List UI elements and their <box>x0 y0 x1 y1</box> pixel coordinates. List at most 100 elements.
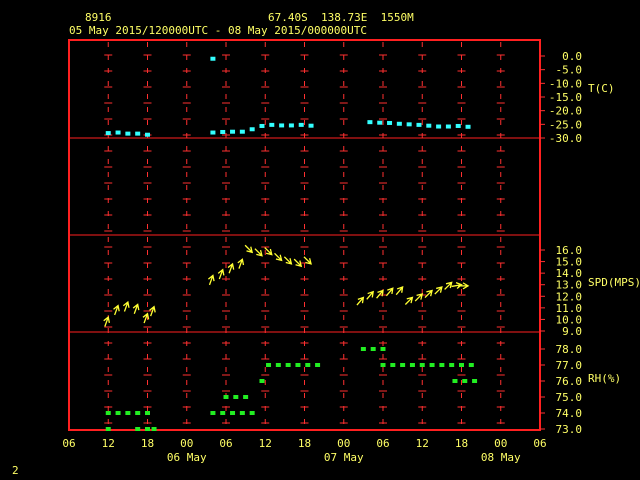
rh-point <box>145 411 150 415</box>
y-tick-label: 9.0 <box>562 325 582 338</box>
wind-arrow <box>207 274 215 286</box>
rh-point <box>295 363 301 367</box>
wind-arrow <box>414 293 424 302</box>
temperature-point <box>249 127 255 132</box>
x-tick-label: 18 <box>455 437 468 450</box>
x-tick-label: 06 <box>376 437 389 450</box>
y-tick-label: 11.0 <box>556 302 583 315</box>
x-tick-label: 00 <box>494 437 507 450</box>
wind-arrow <box>149 305 156 317</box>
y-tick-label: -30.0 <box>549 132 582 145</box>
temperature-point <box>210 130 216 135</box>
chart-header: 8916 67.40S 138.73E 1550M 05 May 2015/12… <box>0 0 640 40</box>
y-tick-label: 78.0 <box>556 343 583 356</box>
temperature-point <box>279 123 285 128</box>
rh-point <box>105 427 111 431</box>
wind-arrow <box>103 315 110 327</box>
temperature-point <box>239 129 245 134</box>
temperature-point <box>220 129 226 134</box>
rh-point <box>145 427 150 431</box>
temperature-point <box>210 56 216 61</box>
temperature-point <box>465 124 471 129</box>
day-label: 07 May <box>324 451 364 464</box>
y-tick-label: 73.0 <box>556 423 583 436</box>
wind-arrow <box>451 282 463 290</box>
y-tick-label: 75.0 <box>556 391 583 404</box>
rh-point <box>230 411 236 415</box>
temperature-point <box>125 131 131 136</box>
rh-point <box>315 363 321 367</box>
x-tick-label: 06 <box>219 437 232 450</box>
x-tick-label: 00 <box>180 437 193 450</box>
wind-arrow <box>376 289 384 299</box>
wind-arrow <box>434 286 443 295</box>
y-tick-label: 16.0 <box>556 244 583 257</box>
temperature-point <box>406 122 412 127</box>
rh-point <box>220 411 226 415</box>
rh-point <box>223 395 229 399</box>
wind-arrow <box>132 303 140 315</box>
wind-arrow <box>142 312 150 324</box>
temperature-point <box>445 124 451 129</box>
wind-arrow <box>458 282 470 290</box>
rh-point <box>449 363 455 367</box>
y-tick-label: 76.0 <box>556 375 583 388</box>
rh-point <box>439 363 445 367</box>
rh-point <box>115 411 121 415</box>
wind-arrow <box>244 244 254 254</box>
rh-point <box>285 363 291 367</box>
rh-point <box>462 379 468 383</box>
rh-point <box>259 379 265 383</box>
y-tick-label: -10.0 <box>549 77 582 90</box>
rh-point <box>419 363 425 367</box>
wind-arrow <box>303 256 312 265</box>
y-tick-label: -20.0 <box>549 105 582 118</box>
x-tick-label: 18 <box>141 437 154 450</box>
wind-arrow <box>395 286 404 296</box>
temperature-point <box>115 130 121 135</box>
temperature-point <box>145 132 150 137</box>
x-tick-label: 12 <box>416 437 429 450</box>
wind-arrow <box>366 290 375 300</box>
rh-point <box>468 363 474 367</box>
temperature-point <box>135 131 141 136</box>
temperature-point <box>298 122 304 127</box>
temperature-point <box>387 120 393 125</box>
y-tick-label: -15.0 <box>549 91 582 104</box>
y-tick-label: 10.0 <box>556 313 583 326</box>
temperature-point <box>436 124 442 129</box>
x-tick-label: 06 <box>533 437 546 450</box>
rh-point <box>275 363 281 367</box>
temperature-point <box>288 123 294 128</box>
wind-arrow <box>217 268 225 280</box>
rh-point <box>459 363 464 367</box>
temperature-point <box>105 131 111 136</box>
wind-arrow <box>254 248 263 257</box>
y-tick-label: 74.0 <box>556 407 583 420</box>
rh-point <box>105 411 111 415</box>
rh-point <box>409 363 415 367</box>
rh-point <box>390 363 396 367</box>
x-tick-label: 00 <box>337 437 350 450</box>
rh-point <box>266 363 272 367</box>
wind-arrow <box>264 247 273 256</box>
rh-point <box>135 411 141 415</box>
y-tick-label: -25.0 <box>549 118 582 131</box>
y-tick-label: -5.0 <box>556 64 583 77</box>
y-tick-label: 15.0 <box>556 256 583 269</box>
rh-point <box>380 363 386 367</box>
rh-point <box>151 427 157 431</box>
wind-arrow <box>293 258 303 268</box>
wind-arrow <box>283 256 293 265</box>
day-label: 06 May <box>167 451 207 464</box>
rh-point <box>472 379 478 383</box>
temperature-point <box>259 123 265 128</box>
temperature-point <box>426 123 432 128</box>
rh-point <box>429 363 435 367</box>
rh-point <box>243 395 249 399</box>
y-tick-label: 14.0 <box>556 267 583 280</box>
wind-arrow <box>385 287 394 297</box>
rh-point <box>239 411 245 415</box>
page-number: 2 <box>12 464 19 477</box>
